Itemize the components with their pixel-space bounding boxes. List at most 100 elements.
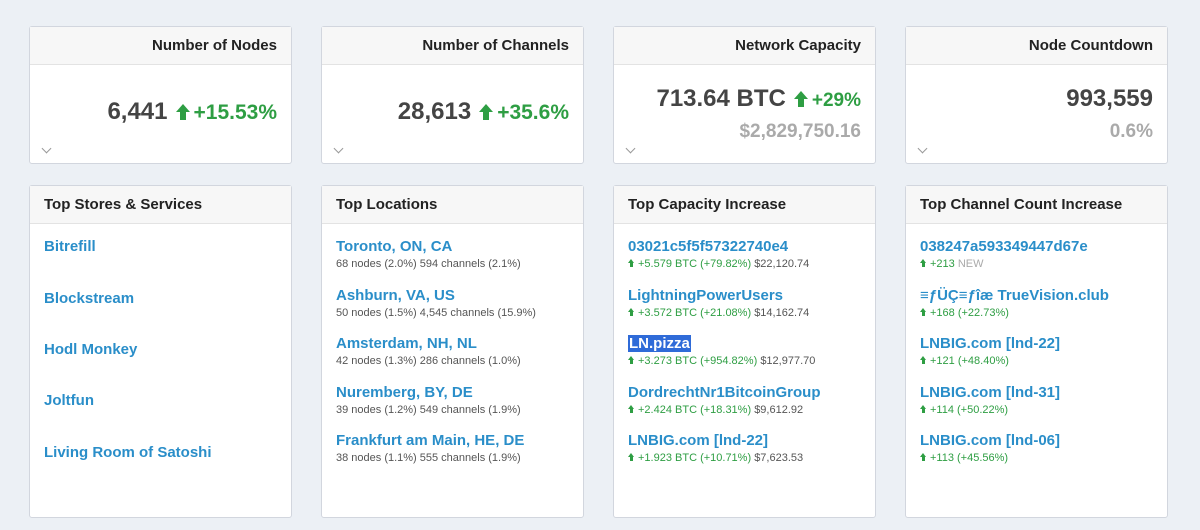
location-detail: 50 nodes (1.5%) 4,545 channels (15.9%)	[336, 307, 536, 319]
chevron-down-icon[interactable]	[334, 145, 344, 155]
node-link[interactable]: LNBIG.com [lnd-22]	[920, 335, 1061, 352]
capacity-value-row: 713.64 BTC +29%	[656, 85, 861, 113]
arrow-up-icon	[793, 91, 808, 107]
node-link[interactable]: LNBIG.com [lnd-31]	[920, 384, 1061, 401]
nodes-card: Number of Nodes 6,441 +15.53%	[29, 26, 292, 164]
new-badge: NEW	[957, 258, 984, 270]
capacity-value: 713.64 BTC	[656, 85, 786, 112]
channels-value: 28,613	[397, 98, 472, 125]
capacity-delta: +5.579 BTC (+79.82%)	[638, 258, 752, 270]
store-link[interactable]: Hodl Monkey	[44, 341, 138, 358]
arrow-up-icon	[628, 308, 635, 316]
store-link[interactable]: Blockstream	[44, 290, 135, 307]
list-item: LNBIG.com [lnd-31] +114 (+50.22%)	[920, 384, 1060, 416]
arrow-up-icon	[920, 259, 927, 267]
node-link[interactable]: LightningPowerUsers	[628, 287, 784, 304]
top-capacity-increase-panel: Top Capacity Increase 03021c5f5f57322740…	[613, 185, 876, 518]
list-item: ≡ƒÜÇ≡ƒîæ TrueVision.club +168 (+22.73%)	[920, 287, 1109, 319]
top-channel-increase-title: Top Channel Count Increase	[906, 186, 1167, 224]
top-locations-title: Top Locations	[322, 186, 583, 224]
node-link[interactable]: LN.pizza	[628, 335, 815, 352]
node-link[interactable]: LNBIG.com [lnd-06]	[920, 432, 1061, 449]
channel-delta: +114 (+50.22%)	[930, 404, 1009, 416]
capacity-delta: +29%	[811, 90, 861, 111]
location-detail: 68 nodes (2.0%) 594 channels (2.1%)	[336, 258, 521, 270]
arrow-up-icon	[175, 104, 190, 120]
top-stores-title: Top Stores & Services	[30, 186, 291, 224]
top-locations-panel: Top Locations Toronto, ON, CA 68 nodes (…	[321, 185, 584, 518]
list-item: DordrechtNr1BitcoinGroup +2.424 BTC (+18…	[628, 384, 821, 416]
capacity-delta: +3.273 BTC (+954.82%)	[638, 355, 758, 367]
list-item: LNBIG.com [lnd-22] +1.923 BTC (+10.71%) …	[628, 432, 803, 464]
list-item: 03021c5f5f57322740e4 +5.579 BTC (+79.82%…	[628, 238, 809, 270]
arrow-up-icon	[920, 453, 927, 461]
capacity-usd: $7,623.53	[754, 452, 804, 464]
store-link[interactable]: Living Room of Satoshi	[44, 444, 212, 461]
list-item: Amsterdam, NH, NL 42 nodes (1.3%) 286 ch…	[336, 335, 521, 367]
channel-delta: +168 (+22.73%)	[930, 307, 1009, 319]
node-link[interactable]: LNBIG.com [lnd-22]	[628, 432, 769, 449]
location-link[interactable]: Amsterdam, NH, NL	[336, 335, 477, 352]
capacity-usd: $22,120.74	[754, 258, 810, 270]
channel-delta: +213	[930, 258, 955, 270]
channels-card-title: Number of Channels	[322, 27, 583, 65]
channels-value-row: 28,613 +35.6%	[398, 98, 569, 126]
arrow-up-icon	[628, 453, 635, 461]
nodes-card-title: Number of Nodes	[30, 27, 291, 65]
arrow-up-icon	[479, 104, 494, 120]
location-link[interactable]: Ashburn, VA, US	[336, 287, 455, 304]
capacity-usd: $12,977.70	[760, 355, 816, 367]
channel-delta: +113 (+45.56%)	[930, 452, 1009, 464]
list-item: LightningPowerUsers +3.572 BTC (+21.08%)…	[628, 287, 809, 319]
nodes-value: 6,441	[107, 98, 168, 125]
capacity-card: Network Capacity 713.64 BTC +29% $2,829,7…	[613, 26, 876, 164]
list-item: Frankfurt am Main, HE, DE 38 nodes (1.1%…	[336, 432, 524, 464]
countdown-card-title: Node Countdown	[906, 27, 1167, 65]
channel-delta: +121 (+48.40%)	[930, 355, 1009, 367]
list-item: Toronto, ON, CA 68 nodes (2.0%) 594 chan…	[336, 238, 521, 270]
channels-card: Number of Channels 28,613 +35.6%	[321, 26, 584, 164]
node-link[interactable]: DordrechtNr1BitcoinGroup	[628, 384, 821, 401]
chevron-down-icon[interactable]	[42, 145, 52, 155]
nodes-delta: +15.53%	[193, 101, 278, 124]
store-link[interactable]: Joltfun	[44, 392, 94, 409]
top-capacity-increase-title: Top Capacity Increase	[614, 186, 875, 224]
arrow-up-icon	[628, 259, 635, 267]
list-item: 038247a593349447d67e +213 NEW	[920, 238, 1088, 270]
countdown-percent: 0.6%	[1109, 121, 1153, 142]
location-detail: 38 nodes (1.1%) 555 channels (1.9%)	[336, 452, 521, 464]
channels-delta: +35.6%	[497, 101, 569, 124]
capacity-usd: $9,612.92	[754, 404, 804, 416]
list-item: Ashburn, VA, US 50 nodes (1.5%) 4,545 ch…	[336, 287, 536, 319]
location-detail: 39 nodes (1.2%) 549 channels (1.9%)	[336, 404, 521, 416]
node-link[interactable]: ≡ƒÜÇ≡ƒîæ TrueVision.club	[920, 287, 1109, 304]
list-item: LN.pizza +3.273 BTC (+954.82%) $12,977.7…	[628, 335, 815, 367]
chevron-down-icon[interactable]	[918, 145, 928, 155]
arrow-up-icon	[920, 308, 927, 316]
node-link[interactable]: 03021c5f5f57322740e4	[628, 238, 789, 255]
capacity-delta: +2.424 BTC (+18.31%)	[638, 404, 752, 416]
countdown-card: Node Countdown 993,559 0.6%	[905, 26, 1168, 164]
location-detail: 42 nodes (1.3%) 286 channels (1.0%)	[336, 355, 521, 367]
location-link[interactable]: Frankfurt am Main, HE, DE	[336, 432, 525, 449]
list-item: LNBIG.com [lnd-22] +121 (+48.40%)	[920, 335, 1060, 367]
top-stores-panel: Top Stores & Services Bitrefill Blockstr…	[29, 185, 292, 518]
capacity-usd: $14,162.74	[754, 307, 810, 319]
list-item: LNBIG.com [lnd-06] +113 (+45.56%)	[920, 432, 1060, 464]
list-item: Nuremberg, BY, DE 39 nodes (1.2%) 549 ch…	[336, 384, 521, 416]
countdown-value: 993,559	[1066, 85, 1153, 112]
chevron-down-icon[interactable]	[626, 145, 636, 155]
top-channel-increase-panel: Top Channel Count Increase 038247a593349…	[905, 185, 1168, 518]
arrow-up-icon	[920, 405, 927, 413]
arrow-up-icon	[628, 356, 635, 364]
capacity-delta: +3.572 BTC (+21.08%)	[638, 307, 752, 319]
location-link[interactable]: Toronto, ON, CA	[336, 238, 453, 255]
capacity-delta: +1.923 BTC (+10.71%)	[638, 452, 752, 464]
arrow-up-icon	[628, 405, 635, 413]
store-link[interactable]: Bitrefill	[44, 238, 96, 255]
capacity-usd: $2,829,750.16	[739, 121, 861, 142]
capacity-card-title: Network Capacity	[614, 27, 875, 65]
node-link[interactable]: 038247a593349447d67e	[920, 238, 1088, 255]
nodes-value-row: 6,441 +15.53%	[107, 98, 277, 126]
location-link[interactable]: Nuremberg, BY, DE	[336, 384, 473, 401]
